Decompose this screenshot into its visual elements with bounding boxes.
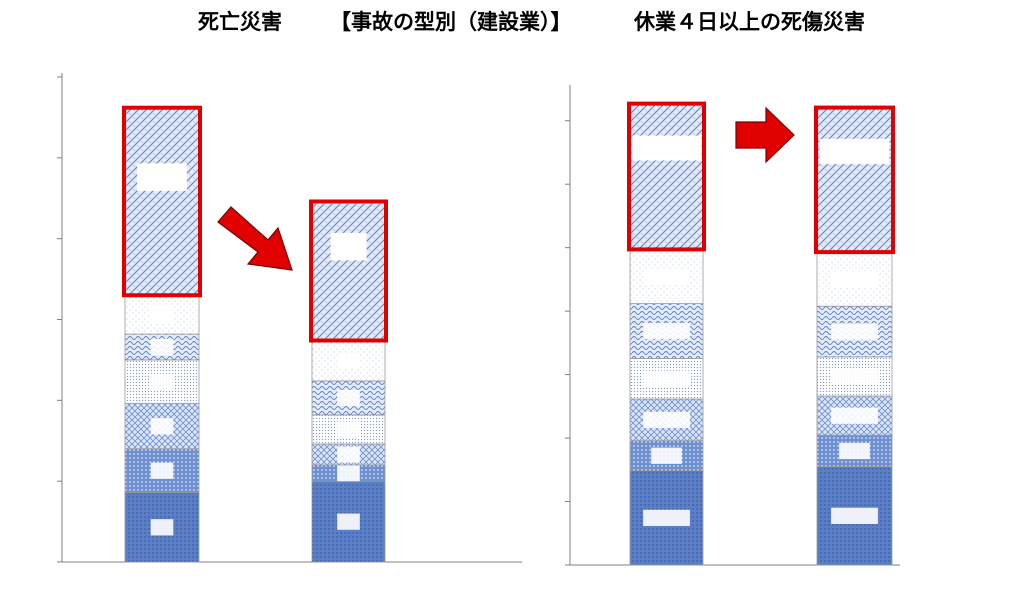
data-label-bg bbox=[839, 442, 870, 460]
data-label-bg bbox=[643, 509, 690, 526]
highlight-frame bbox=[814, 105, 895, 255]
data-label-bg bbox=[150, 462, 174, 479]
data-label-bg bbox=[831, 323, 878, 340]
data-label-bg bbox=[337, 421, 360, 438]
data-label-bg bbox=[150, 418, 174, 435]
highlight-frame bbox=[627, 101, 706, 252]
data-label-bg bbox=[330, 232, 367, 261]
data-label-bg bbox=[651, 447, 682, 464]
data-label-bg bbox=[831, 507, 878, 524]
bar-segment bbox=[311, 201, 386, 341]
title-left: 死亡災害 bbox=[198, 10, 282, 34]
bar-segment bbox=[816, 107, 893, 253]
data-label-bg bbox=[831, 368, 878, 385]
title-center: 【事故の型別（建設業）】 bbox=[330, 10, 572, 34]
data-label-bg bbox=[643, 411, 690, 429]
bar-segment bbox=[124, 107, 200, 296]
data-label-bg bbox=[150, 306, 174, 323]
data-label-bg bbox=[150, 338, 174, 356]
data-label-bg bbox=[831, 271, 878, 288]
data-label-bg bbox=[643, 370, 690, 387]
data-label-bg bbox=[150, 373, 174, 390]
data-label-bg bbox=[631, 135, 702, 161]
data-label-bg bbox=[643, 323, 690, 340]
data-label-bg bbox=[337, 513, 360, 530]
arrow-icon bbox=[735, 106, 795, 164]
highlight-frame bbox=[122, 105, 202, 298]
data-label-bg bbox=[150, 519, 174, 536]
data-label-bg bbox=[137, 163, 187, 191]
title-right: 休業４日以上の死傷災害 bbox=[634, 10, 865, 34]
arrow-icon bbox=[217, 206, 293, 271]
data-label-bg bbox=[337, 352, 360, 369]
data-label-bg bbox=[337, 446, 360, 463]
bar-segment bbox=[629, 103, 704, 250]
data-label-bg bbox=[337, 389, 360, 407]
chart-fatal bbox=[57, 73, 522, 563]
data-label-bg bbox=[643, 268, 690, 285]
data-label-bg bbox=[831, 407, 878, 424]
data-label-bg bbox=[337, 465, 360, 482]
data-label-bg bbox=[819, 138, 890, 164]
chart-injury bbox=[565, 85, 900, 566]
highlight-frame bbox=[309, 199, 388, 343]
